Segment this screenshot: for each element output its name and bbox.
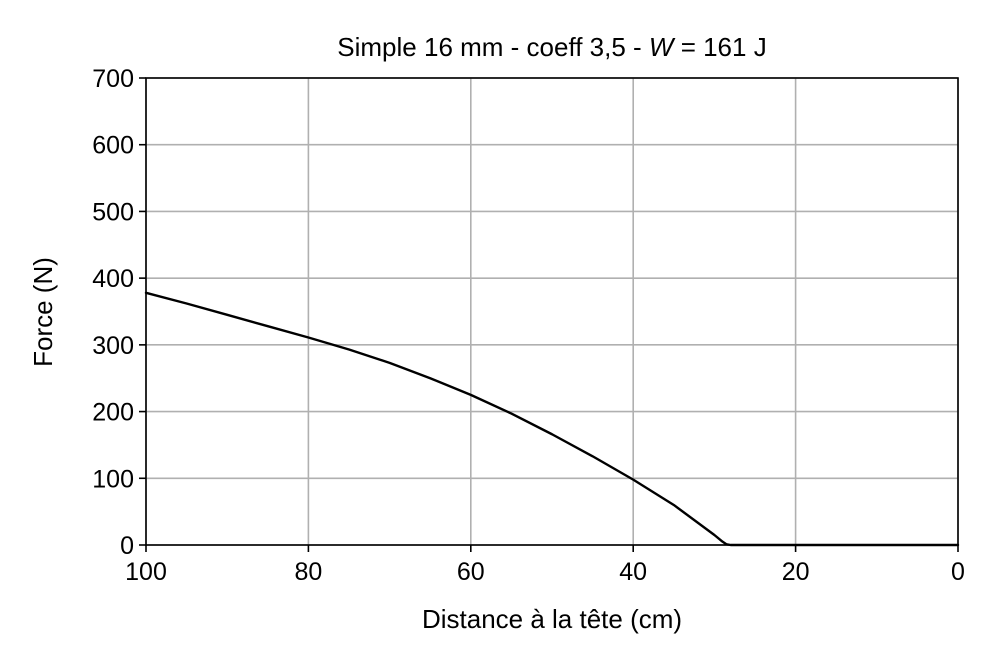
x-tick-label: 0 xyxy=(951,558,965,586)
series-layer xyxy=(144,291,960,547)
ticks xyxy=(139,77,959,552)
chart-title: Simple 16 mm - coeff 3,5 - W = 161 J xyxy=(337,32,766,62)
y-tick-label: 200 xyxy=(92,399,134,427)
y-tick-label: 100 xyxy=(92,465,134,493)
x-tick-label: 60 xyxy=(457,558,485,586)
chart-title-prefix: Simple 16 mm - coeff 3,5 - xyxy=(337,32,649,62)
x-tick-label: 100 xyxy=(125,558,167,586)
x-tick-label: 20 xyxy=(782,558,810,586)
chart-title-italic: W xyxy=(649,32,676,62)
series-line-0 xyxy=(144,291,960,547)
y-tick-label: 500 xyxy=(92,198,134,226)
x-axis-label: Distance à la tête (cm) xyxy=(422,604,682,634)
y-tick-label: 0 xyxy=(120,532,134,560)
y-tick-label: 300 xyxy=(92,332,134,360)
chart-title-suffix: = 161 J xyxy=(673,32,766,62)
x-tick-label: 80 xyxy=(294,558,322,586)
y-tick-label: 400 xyxy=(92,265,134,293)
x-tick-label: 40 xyxy=(619,558,647,586)
y-axis-label: Force (N) xyxy=(28,257,58,367)
y-tick-label: 600 xyxy=(92,132,134,160)
plot-frame xyxy=(145,77,959,546)
y-tick-label: 700 xyxy=(92,65,134,93)
grid xyxy=(145,77,959,546)
